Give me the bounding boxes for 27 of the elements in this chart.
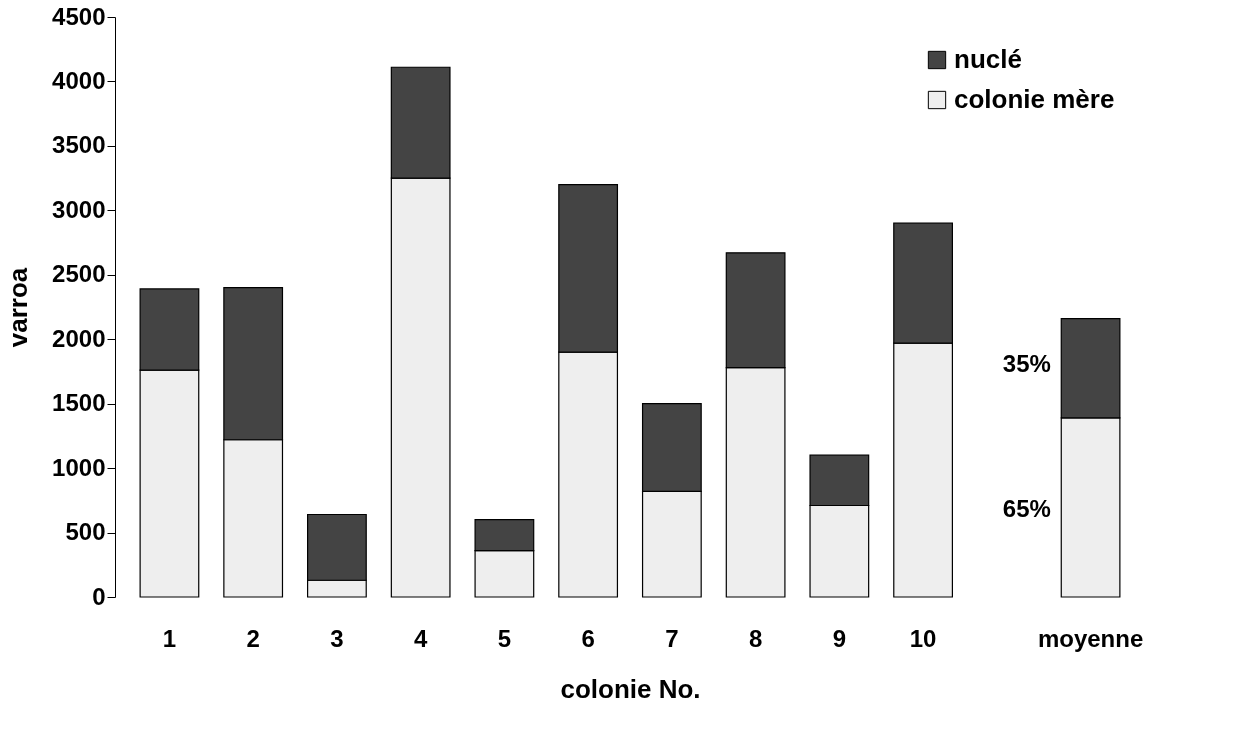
y-tick-label: 3000 (52, 195, 106, 223)
y-axis-title: varroa (3, 267, 34, 348)
x-tick-label: 1 (162, 624, 177, 652)
x-tick-label: 3 (330, 624, 344, 652)
x-axis-title: colonie No. (560, 673, 701, 704)
x-tick-label: 10 (909, 624, 937, 652)
x-tick-label: 4 (413, 624, 428, 652)
y-tick-label: 500 (65, 518, 106, 546)
x-tick-label: 2 (246, 624, 260, 652)
annotation: 65% (1002, 495, 1051, 522)
legend-label: colonie mère (954, 84, 1115, 114)
x-tick-label: moyenne (1037, 624, 1144, 652)
y-tick-label: 2500 (52, 260, 106, 288)
x-tick-label: 9 (832, 624, 847, 652)
x-tick-label: 5 (497, 624, 512, 652)
x-tick-label: 6 (581, 624, 595, 652)
y-tick-label: 1000 (52, 453, 106, 481)
y-tick-label: 2000 (52, 324, 106, 352)
x-tick-label: 8 (748, 624, 763, 652)
y-tick-label: 1500 (52, 389, 106, 417)
legend-label: nuclé (954, 44, 1022, 74)
y-tick-label: 4000 (52, 66, 106, 94)
x-tick-label: 7 (665, 624, 679, 652)
y-tick-label: 3500 (52, 131, 106, 159)
y-tick-label: 0 (92, 582, 106, 610)
annotation: 35% (1002, 350, 1051, 377)
y-tick-label: 4500 (52, 2, 106, 30)
